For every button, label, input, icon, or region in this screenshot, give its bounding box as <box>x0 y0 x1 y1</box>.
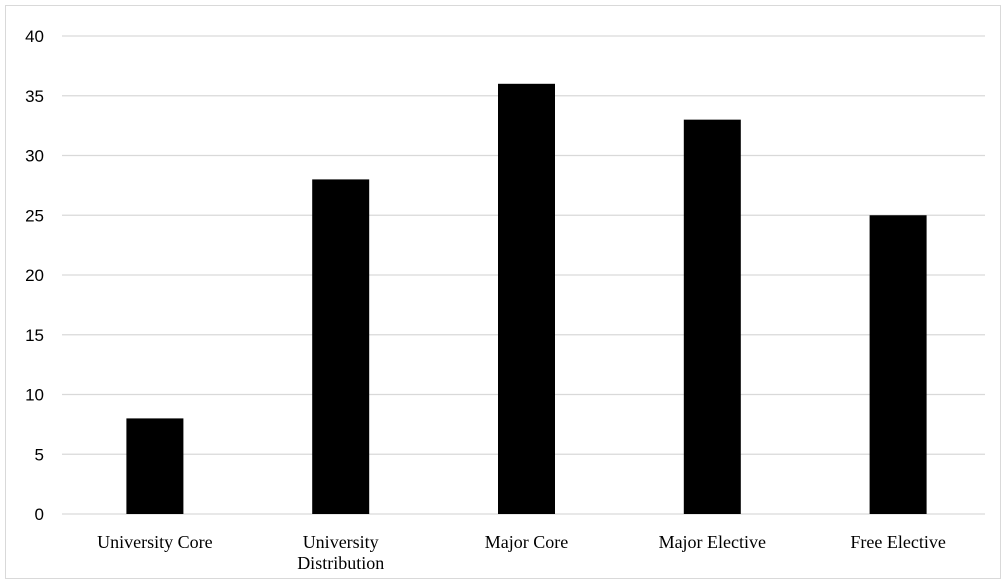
bar <box>498 83 555 515</box>
bar <box>683 119 741 515</box>
y-tick-label: 25 <box>25 206 44 225</box>
y-tick-label: 30 <box>25 147 44 166</box>
x-category-label: Major Core <box>485 532 568 552</box>
x-category-label: Distribution <box>297 553 384 573</box>
x-category-label: University <box>303 532 379 552</box>
y-tick-label: 40 <box>25 27 44 46</box>
x-category-label: University Core <box>97 532 212 552</box>
y-tick-label: 5 <box>35 445 44 464</box>
bar <box>312 179 370 514</box>
y-tick-label: 20 <box>25 266 44 285</box>
bars <box>126 83 927 515</box>
x-category-label: Major Elective <box>659 532 766 552</box>
y-tick-label: 35 <box>25 87 44 106</box>
y-tick-label: 0 <box>35 505 44 524</box>
bar <box>869 215 927 514</box>
bar <box>126 418 184 514</box>
x-category-label: Free Elective <box>850 532 945 552</box>
y-axis-ticks: 0 5 10 15 20 25 30 35 40 <box>25 27 44 524</box>
y-tick-label: 10 <box>25 386 44 405</box>
y-tick-label: 15 <box>25 326 44 345</box>
